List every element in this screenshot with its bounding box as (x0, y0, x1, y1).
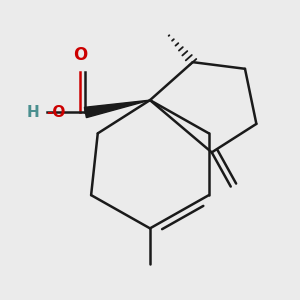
Text: O: O (74, 46, 88, 64)
Text: -O: -O (46, 105, 66, 120)
Polygon shape (84, 100, 150, 118)
Text: H: H (27, 105, 40, 120)
